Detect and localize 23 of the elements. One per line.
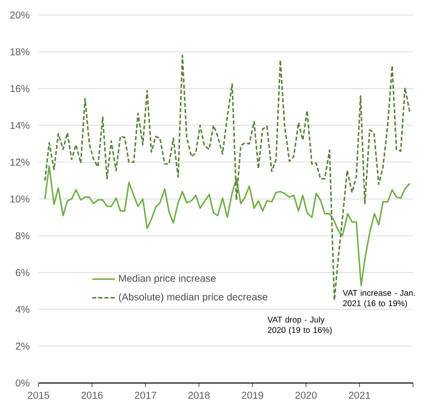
y-tick-label: 8%	[16, 232, 30, 240]
x-tick-label: 2017	[134, 392, 156, 399]
y-tick-label: 20%	[10, 11, 30, 19]
y-tick-label: 6%	[16, 269, 30, 276]
annotation: VAT drop - July 2020 (19 to 16%)	[267, 316, 332, 335]
x-tick-label: 2020	[295, 392, 317, 399]
y-tick-label: 14%	[10, 122, 30, 129]
legend-label: (Absolute) median price decrease	[118, 293, 268, 302]
y-tick-label: 4%	[16, 306, 30, 313]
x-tick-label: 2016	[81, 392, 103, 399]
y-tick-label: 10%	[10, 195, 30, 203]
y-tick-label: 0%	[16, 379, 30, 387]
y-tick-label: 2%	[16, 342, 30, 350]
annotation: VAT increase - Jan. 2021 (16 to 19%)	[342, 290, 415, 308]
x-tick-label: 2018	[188, 392, 210, 399]
x-tick-label: 2015	[28, 392, 50, 399]
legend-label: Median price increase	[119, 274, 216, 284]
x-tick-label: 2019	[242, 392, 264, 399]
y-tick-label: 16%	[10, 85, 30, 92]
x-tick-label: 2021	[348, 392, 370, 399]
line-series	[44, 165, 411, 286]
y-tick-label: 18%	[10, 48, 30, 56]
y-tick-label: 12%	[10, 158, 30, 166]
